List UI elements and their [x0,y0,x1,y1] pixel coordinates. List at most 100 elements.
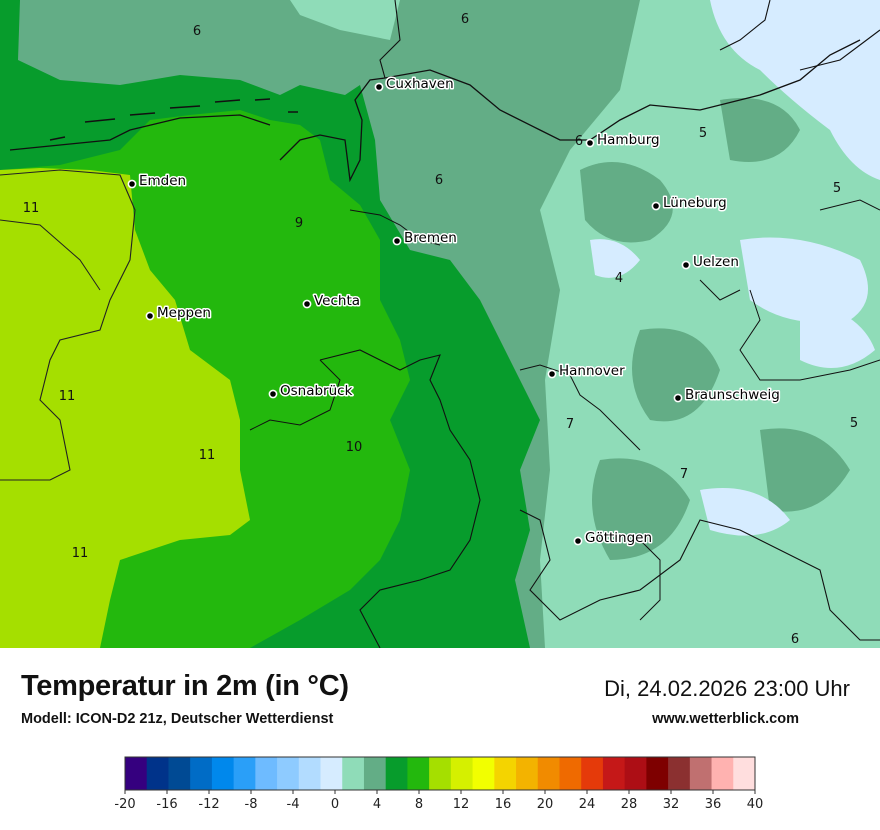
temp-zone-2c [710,0,880,180]
legend-tick-label: -8 [245,797,258,812]
city-marker: Vechta [302,292,362,311]
legend-tick-label: -12 [198,797,219,812]
legend-swatch [429,757,452,790]
city-dot [573,536,583,546]
legend-swatch [363,757,387,790]
city-markers: Cuxhaven Hamburg Emden Lüneburg Bremen Uelzen… [127,75,781,548]
city-dot [585,138,595,148]
city-marker: Osnabrück [268,382,354,401]
legend-swatch [559,757,582,790]
state-border [739,289,880,381]
isoline-value-label: 9 [295,216,303,231]
islands [49,98,298,141]
isoline-value-label: 6 [461,12,469,27]
legend-tick-label: -20 [114,797,135,812]
city-dot [681,260,691,270]
city-marker: Hannover [547,362,627,381]
legend-swatch [516,757,539,790]
city-label: Göttingen [585,530,652,546]
state-border [519,364,641,451]
border-line [379,0,401,79]
temp-patch [740,237,868,323]
legend-swatch [450,757,473,790]
temp-patch [580,162,673,243]
elbe-river [384,39,861,141]
legend-swatch [125,757,148,790]
city-dot [392,236,402,246]
legend-swatch [298,757,321,790]
legend-tick-label: 32 [663,797,680,812]
map-title: Temperatur in 2m (in °C) [21,670,349,702]
city-dot [673,393,683,403]
website-link[interactable]: www.wetterblick.com [652,711,799,727]
temp-patch [590,239,640,278]
isoline-value-label: 5 [699,126,707,141]
legend-swatch [494,757,517,790]
city-label: Emden [139,173,186,189]
legend-swatch [689,757,712,790]
temp-zone-coast [290,0,400,40]
isoline-value-label: 11 [23,201,40,216]
city-label: Bremen [404,230,457,246]
city-marker: Göttingen [573,529,654,548]
city-dot [547,369,557,379]
city-marker: Emden [127,172,188,191]
temp-patch [592,458,690,560]
city-dot [374,82,384,92]
legend-swatch [407,757,430,790]
legend-swatch [624,757,647,790]
legend-tick-label: 4 [373,797,381,812]
legend-swatch [168,757,191,790]
legend-swatch [646,757,669,790]
legend-swatch [320,757,343,790]
city-label: Cuxhaven [386,76,454,92]
legend-swatch [146,757,169,790]
state-border [0,219,101,291]
weser-estuary [279,77,386,183]
legend-tick-label: 36 [705,797,722,812]
model-info: Modell: ICON-D2 21z, Deutscher Wetterdie… [21,711,334,727]
legend-swatch [472,757,495,790]
legend-frame [124,756,756,791]
legend-tick-label: 24 [579,797,596,812]
state-border [699,279,741,301]
isoline-labels: 6 6 6 6 5 5 5 4 9 11 11 11 11 10 7 7 6 [23,12,858,647]
legend-swatch [385,757,408,790]
isoline-value-label: 6 [435,173,443,188]
isoline-value-label: 6 [575,134,583,149]
city-label: Uelzen [693,254,739,270]
legend-swatch [602,757,626,790]
city-label: Vechta [314,293,360,309]
forecast-datetime: Di, 24.02.2026 23:00 Uhr [604,676,850,701]
temp-patch [760,428,850,512]
legend-swatch [342,757,365,790]
state-border [819,199,880,211]
city-marker: Lüneburg [651,194,728,213]
legend-swatch [668,757,691,790]
legend-swatch [581,757,604,790]
temp-patch [632,328,720,422]
legend-swatch [233,757,256,790]
isoline-value-label: 4 [615,271,623,286]
city-dot [651,201,661,211]
isoline-value-label: 5 [833,181,841,196]
city-dot [145,311,155,321]
temperature-map: 6 6 6 6 5 5 5 4 9 11 11 11 11 10 7 7 6 Cuxhaven Hamburg Em… [0,0,880,648]
temp-patch [700,488,790,536]
legend-tick-label: -16 [156,797,177,812]
state-border [249,359,341,431]
city-label: Lüneburg [663,195,727,211]
city-label: Braunschweig [685,387,780,403]
border-line [799,29,880,71]
color-legend: -20 -16 -12 -8 -4 0 4 8 12 16 20 24 28 32 36 40 [114,756,763,812]
isoline-value-label: 7 [566,417,574,432]
border-line [719,0,771,51]
temp-patch [800,300,875,368]
city-marker: Meppen [145,304,212,323]
isoline-value-label: 6 [791,632,799,647]
state-border [0,169,136,481]
legend-tick-label: -4 [287,797,300,812]
isoline-value-label: 10 [346,440,363,455]
legend-swatch [255,757,278,790]
city-marker: Braunschweig [673,386,781,405]
